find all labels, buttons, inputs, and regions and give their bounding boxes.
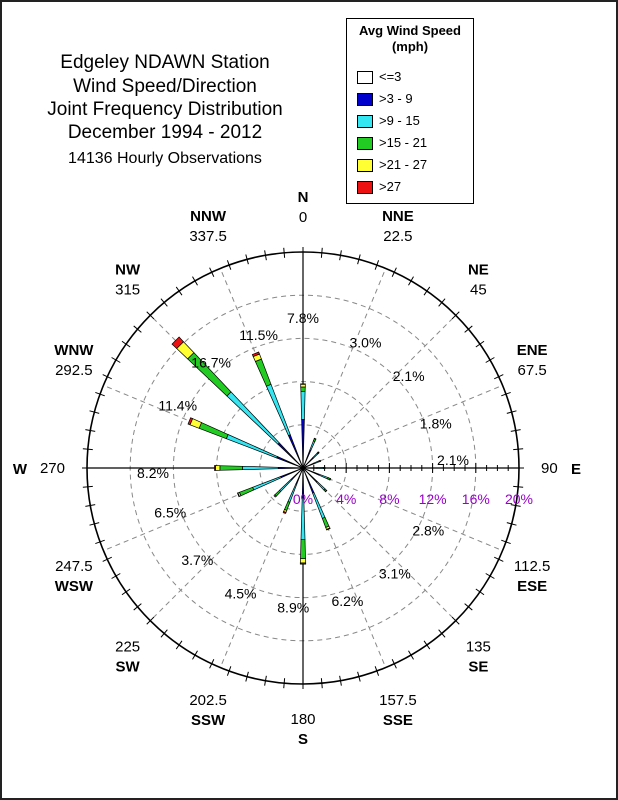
- legend-swatch: [357, 71, 373, 84]
- chart-title-line-3: Joint Frequency Distribution: [47, 99, 283, 120]
- legend-title-line-2: (mph): [391, 39, 429, 54]
- legend-swatch: [357, 137, 373, 150]
- chart-title-line-1: Edgeley NDAWN Station: [60, 52, 270, 73]
- legend-swatch: [357, 115, 373, 128]
- legend-label: >21 - 27: [379, 157, 428, 172]
- legend-label: >9 - 15: [379, 113, 420, 128]
- legend-swatch: [357, 93, 373, 106]
- legend-label: >27: [379, 179, 402, 194]
- legend-swatch: [357, 159, 373, 172]
- chart-subtitle: 14136 Hourly Observations: [68, 150, 262, 167]
- legend-label: <=3: [379, 69, 402, 84]
- legend: Avg Wind Speed (mph) <=3 >3 - 9 >9 - 15 …: [346, 18, 474, 204]
- chart-title-line-2: Wind Speed/Direction: [73, 76, 257, 97]
- legend-label: >15 - 21: [379, 135, 428, 150]
- legend-label: >3 - 9: [379, 91, 413, 106]
- legend-title-line-1: Avg Wind Speed: [359, 23, 461, 38]
- legend-title: Avg Wind Speed (mph): [347, 23, 473, 55]
- chart-title-line-4: December 1994 - 2012: [67, 122, 263, 143]
- legend-swatch: [357, 181, 373, 194]
